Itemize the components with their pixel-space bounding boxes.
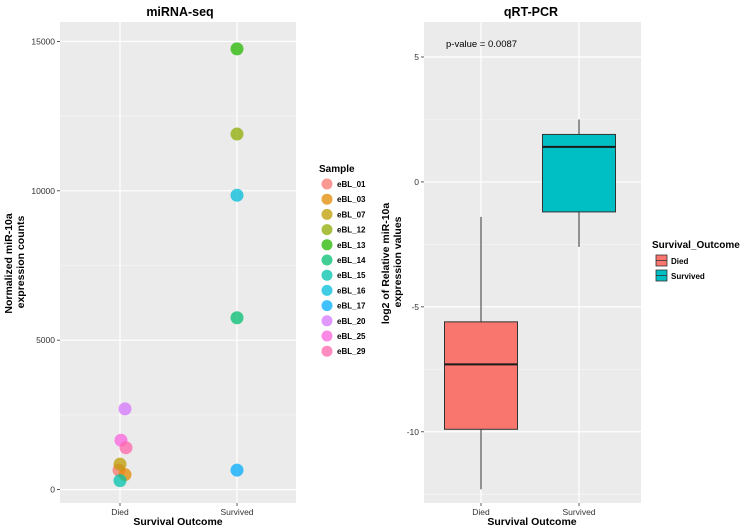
x-tick-label: Survived bbox=[562, 507, 595, 517]
y-tick-label: 0 bbox=[414, 177, 419, 187]
mirna-seq-major-grid bbox=[60, 22, 296, 503]
legend-key-ebl-14 bbox=[321, 254, 333, 266]
legend-label-ebl-03: eBL_03 bbox=[337, 195, 366, 204]
box-died bbox=[444, 321, 518, 430]
legend-label-ebl-12: eBL_12 bbox=[337, 226, 366, 235]
mirna-seq-minor-grid bbox=[60, 115, 296, 416]
p-value-annotation: p-value = 0.0087 bbox=[446, 39, 517, 50]
y-tick-label: -10 bbox=[407, 427, 420, 437]
legend-label-ebl-17: eBL_17 bbox=[337, 302, 366, 311]
x-tick-label: Died bbox=[111, 507, 129, 517]
scatter-point-ebl-16 bbox=[230, 188, 244, 202]
qrt-pcr-boxes bbox=[444, 119, 616, 490]
legend-key-ebl-12 bbox=[321, 224, 333, 236]
mirna-seq-y-axis-title-line-1: Normalized miR-10a bbox=[3, 213, 15, 314]
scatter-point-ebl-20 bbox=[118, 402, 132, 416]
legend-key-ebl-15 bbox=[321, 269, 333, 281]
mirna-seq-y-axis-title: Normalized miR-10a expression counts bbox=[3, 210, 27, 313]
legend-label-ebl-15: eBL_15 bbox=[337, 271, 366, 280]
legend-key-ebl-25 bbox=[321, 330, 333, 342]
y-tick-label: -5 bbox=[411, 302, 419, 312]
mirna-seq-x-axis-title: Survival Outcome bbox=[133, 516, 222, 528]
legend-label-ebl-01: eBL_01 bbox=[337, 180, 366, 189]
scatter-point-ebl-13 bbox=[230, 42, 244, 56]
scatter-point-ebl-14 bbox=[230, 311, 244, 325]
legend-key-ebl-16 bbox=[321, 284, 333, 296]
sample-legend-title: Sample bbox=[319, 164, 355, 175]
qrt-pcr-x-axis-title: Survival Outcome bbox=[487, 516, 576, 528]
legend-label-ebl-07: eBL_07 bbox=[337, 210, 366, 219]
qrt-pcr-panel: qRT-PCR -10 -5 0 5 Died Survived p-value = 0… bbox=[380, 5, 740, 528]
legend-key-ebl-17 bbox=[321, 300, 333, 312]
legend-key-ebl-29 bbox=[321, 345, 333, 357]
y-tick-label: 10000 bbox=[31, 186, 55, 196]
x-tick-label: Died bbox=[472, 507, 490, 517]
legend-label-ebl-13: eBL_13 bbox=[337, 241, 366, 250]
legend-key-ebl-03 bbox=[321, 193, 333, 205]
legend-label-ebl-20: eBL_20 bbox=[337, 317, 366, 326]
y-tick-label: 15000 bbox=[31, 36, 55, 46]
qrt-pcr-minor-grid bbox=[424, 119, 641, 495]
scatter-point-ebl-17 bbox=[230, 463, 244, 477]
legend-key-ebl-13 bbox=[321, 239, 333, 251]
qrt-pcr-title: qRT-PCR bbox=[504, 5, 558, 19]
y-tick-label: 5000 bbox=[36, 335, 55, 345]
y-tick-label: 5 bbox=[414, 52, 419, 62]
scatter-point-ebl-07 bbox=[113, 457, 127, 471]
x-tick-label: Survived bbox=[220, 507, 253, 517]
legend-label-died: Died bbox=[671, 257, 688, 266]
legend-label-survived: Survived bbox=[671, 272, 705, 281]
legend-label-ebl-14: eBL_14 bbox=[337, 256, 366, 265]
mirna-seq-panel: miRNA-seq 0 5000 10000 15000 Died Survived S… bbox=[3, 5, 366, 528]
qrt-pcr-y-axis-title-line-1: log2 of Relative miR-10a bbox=[380, 203, 392, 325]
legend-key-ebl-20 bbox=[321, 315, 333, 327]
qrt-pcr-x-ticks: Died Survived bbox=[472, 503, 596, 517]
mirna-seq-plot-area bbox=[60, 22, 296, 503]
survival-outcome-legend: Survival_Outcome Died Survived bbox=[652, 240, 740, 282]
mirna-seq-y-ticks: 0 5000 10000 15000 bbox=[31, 36, 60, 495]
qrt-pcr-plot-area bbox=[424, 22, 641, 503]
scatter-point-ebl-15 bbox=[113, 474, 127, 488]
legend-label-ebl-16: eBL_16 bbox=[337, 286, 366, 295]
mirna-seq-x-ticks: Died Survived bbox=[111, 503, 254, 517]
legend-key-ebl-01 bbox=[321, 178, 333, 190]
survival-outcome-legend-title: Survival_Outcome bbox=[652, 240, 740, 251]
legend-label-ebl-25: eBL_25 bbox=[337, 332, 366, 341]
mirna-seq-points bbox=[112, 42, 244, 488]
qrt-pcr-y-ticks: -10 -5 0 5 bbox=[407, 52, 424, 437]
qrt-pcr-y-axis-title: log2 of Relative miR-10a expression valu… bbox=[380, 200, 404, 324]
y-tick-label: 0 bbox=[50, 485, 55, 495]
scatter-point-ebl-29 bbox=[119, 441, 133, 455]
mirna-seq-title: miRNA-seq bbox=[146, 5, 213, 19]
scatter-point-ebl-12 bbox=[230, 127, 244, 141]
legend-key-ebl-07 bbox=[321, 208, 333, 220]
sample-legend: Sample eBL_01 eBL_03 eBL_07 eBL_12 eBL_13 eBL… bbox=[319, 164, 366, 357]
mirna-seq-y-axis-title-line-2: expression counts bbox=[15, 215, 27, 308]
legend-label-ebl-29: eBL_29 bbox=[337, 347, 366, 356]
qrt-pcr-y-axis-title-line-2: expression values bbox=[392, 216, 404, 307]
